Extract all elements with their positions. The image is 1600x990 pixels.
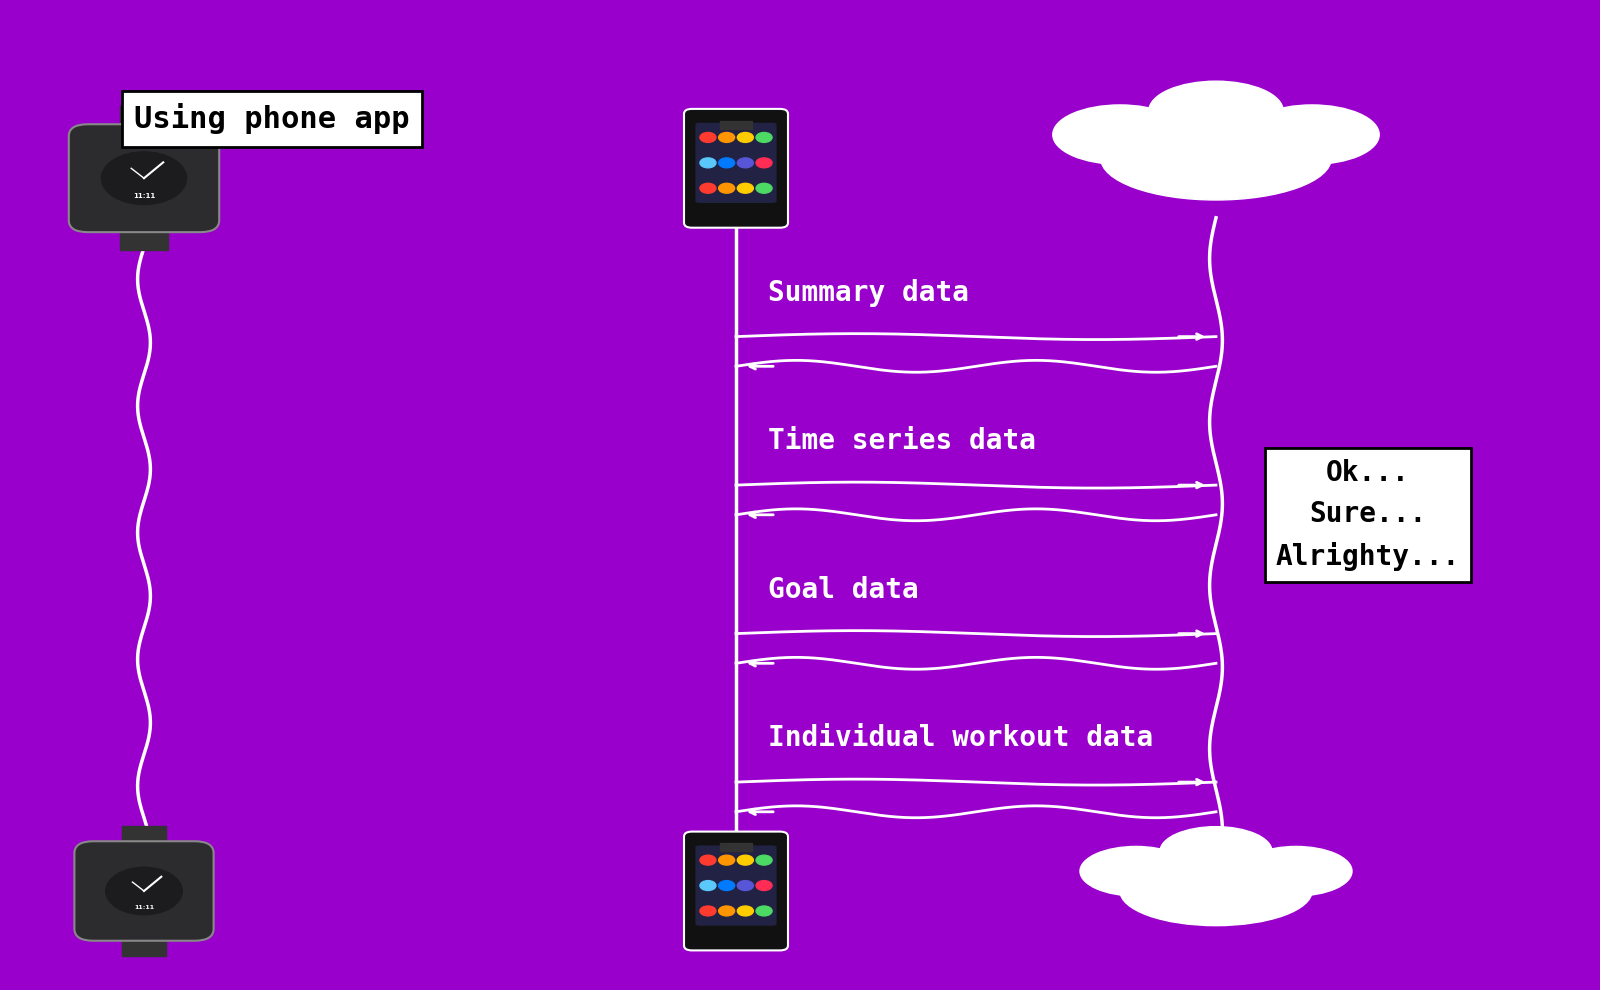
Text: Summary data: Summary data bbox=[768, 279, 970, 307]
FancyBboxPatch shape bbox=[685, 109, 787, 228]
Bar bbox=[122, 929, 166, 955]
Circle shape bbox=[718, 183, 734, 193]
FancyBboxPatch shape bbox=[69, 125, 219, 233]
Ellipse shape bbox=[1245, 105, 1379, 164]
Circle shape bbox=[738, 906, 754, 916]
Circle shape bbox=[718, 133, 734, 143]
Bar bbox=[120, 107, 168, 137]
Ellipse shape bbox=[1160, 827, 1272, 876]
FancyBboxPatch shape bbox=[685, 832, 787, 950]
Circle shape bbox=[738, 133, 754, 143]
Circle shape bbox=[101, 151, 187, 205]
Text: Ok...
Sure...
Alrighty...: Ok... Sure... Alrighty... bbox=[1275, 458, 1461, 571]
FancyBboxPatch shape bbox=[696, 845, 776, 926]
Circle shape bbox=[757, 855, 773, 865]
Circle shape bbox=[757, 881, 773, 891]
Circle shape bbox=[738, 855, 754, 865]
Circle shape bbox=[757, 906, 773, 916]
Circle shape bbox=[699, 881, 715, 891]
Circle shape bbox=[699, 133, 715, 143]
Circle shape bbox=[757, 183, 773, 193]
Circle shape bbox=[757, 158, 773, 168]
Circle shape bbox=[757, 133, 773, 143]
Circle shape bbox=[699, 183, 715, 193]
Bar bbox=[720, 121, 752, 129]
FancyBboxPatch shape bbox=[74, 842, 214, 940]
Circle shape bbox=[699, 855, 715, 865]
Circle shape bbox=[738, 881, 754, 891]
Bar bbox=[122, 827, 166, 853]
Text: Time series data: Time series data bbox=[768, 428, 1037, 455]
Circle shape bbox=[718, 158, 734, 168]
Ellipse shape bbox=[1053, 105, 1187, 164]
Circle shape bbox=[699, 906, 715, 916]
Circle shape bbox=[738, 158, 754, 168]
Circle shape bbox=[106, 867, 182, 915]
Ellipse shape bbox=[1149, 81, 1283, 141]
Circle shape bbox=[699, 158, 715, 168]
Ellipse shape bbox=[1240, 846, 1352, 896]
Text: 11:11: 11:11 bbox=[133, 193, 155, 199]
Ellipse shape bbox=[1101, 117, 1331, 200]
Ellipse shape bbox=[1120, 856, 1312, 926]
Text: 11:11: 11:11 bbox=[134, 905, 154, 910]
Bar bbox=[120, 221, 168, 250]
Text: Using phone app: Using phone app bbox=[134, 103, 410, 135]
Text: Individual workout data: Individual workout data bbox=[768, 725, 1154, 752]
Circle shape bbox=[718, 906, 734, 916]
Ellipse shape bbox=[1080, 846, 1192, 896]
Circle shape bbox=[718, 855, 734, 865]
Circle shape bbox=[738, 183, 754, 193]
Bar bbox=[720, 843, 752, 851]
Circle shape bbox=[718, 881, 734, 891]
Text: Goal data: Goal data bbox=[768, 576, 918, 604]
FancyBboxPatch shape bbox=[696, 123, 776, 203]
